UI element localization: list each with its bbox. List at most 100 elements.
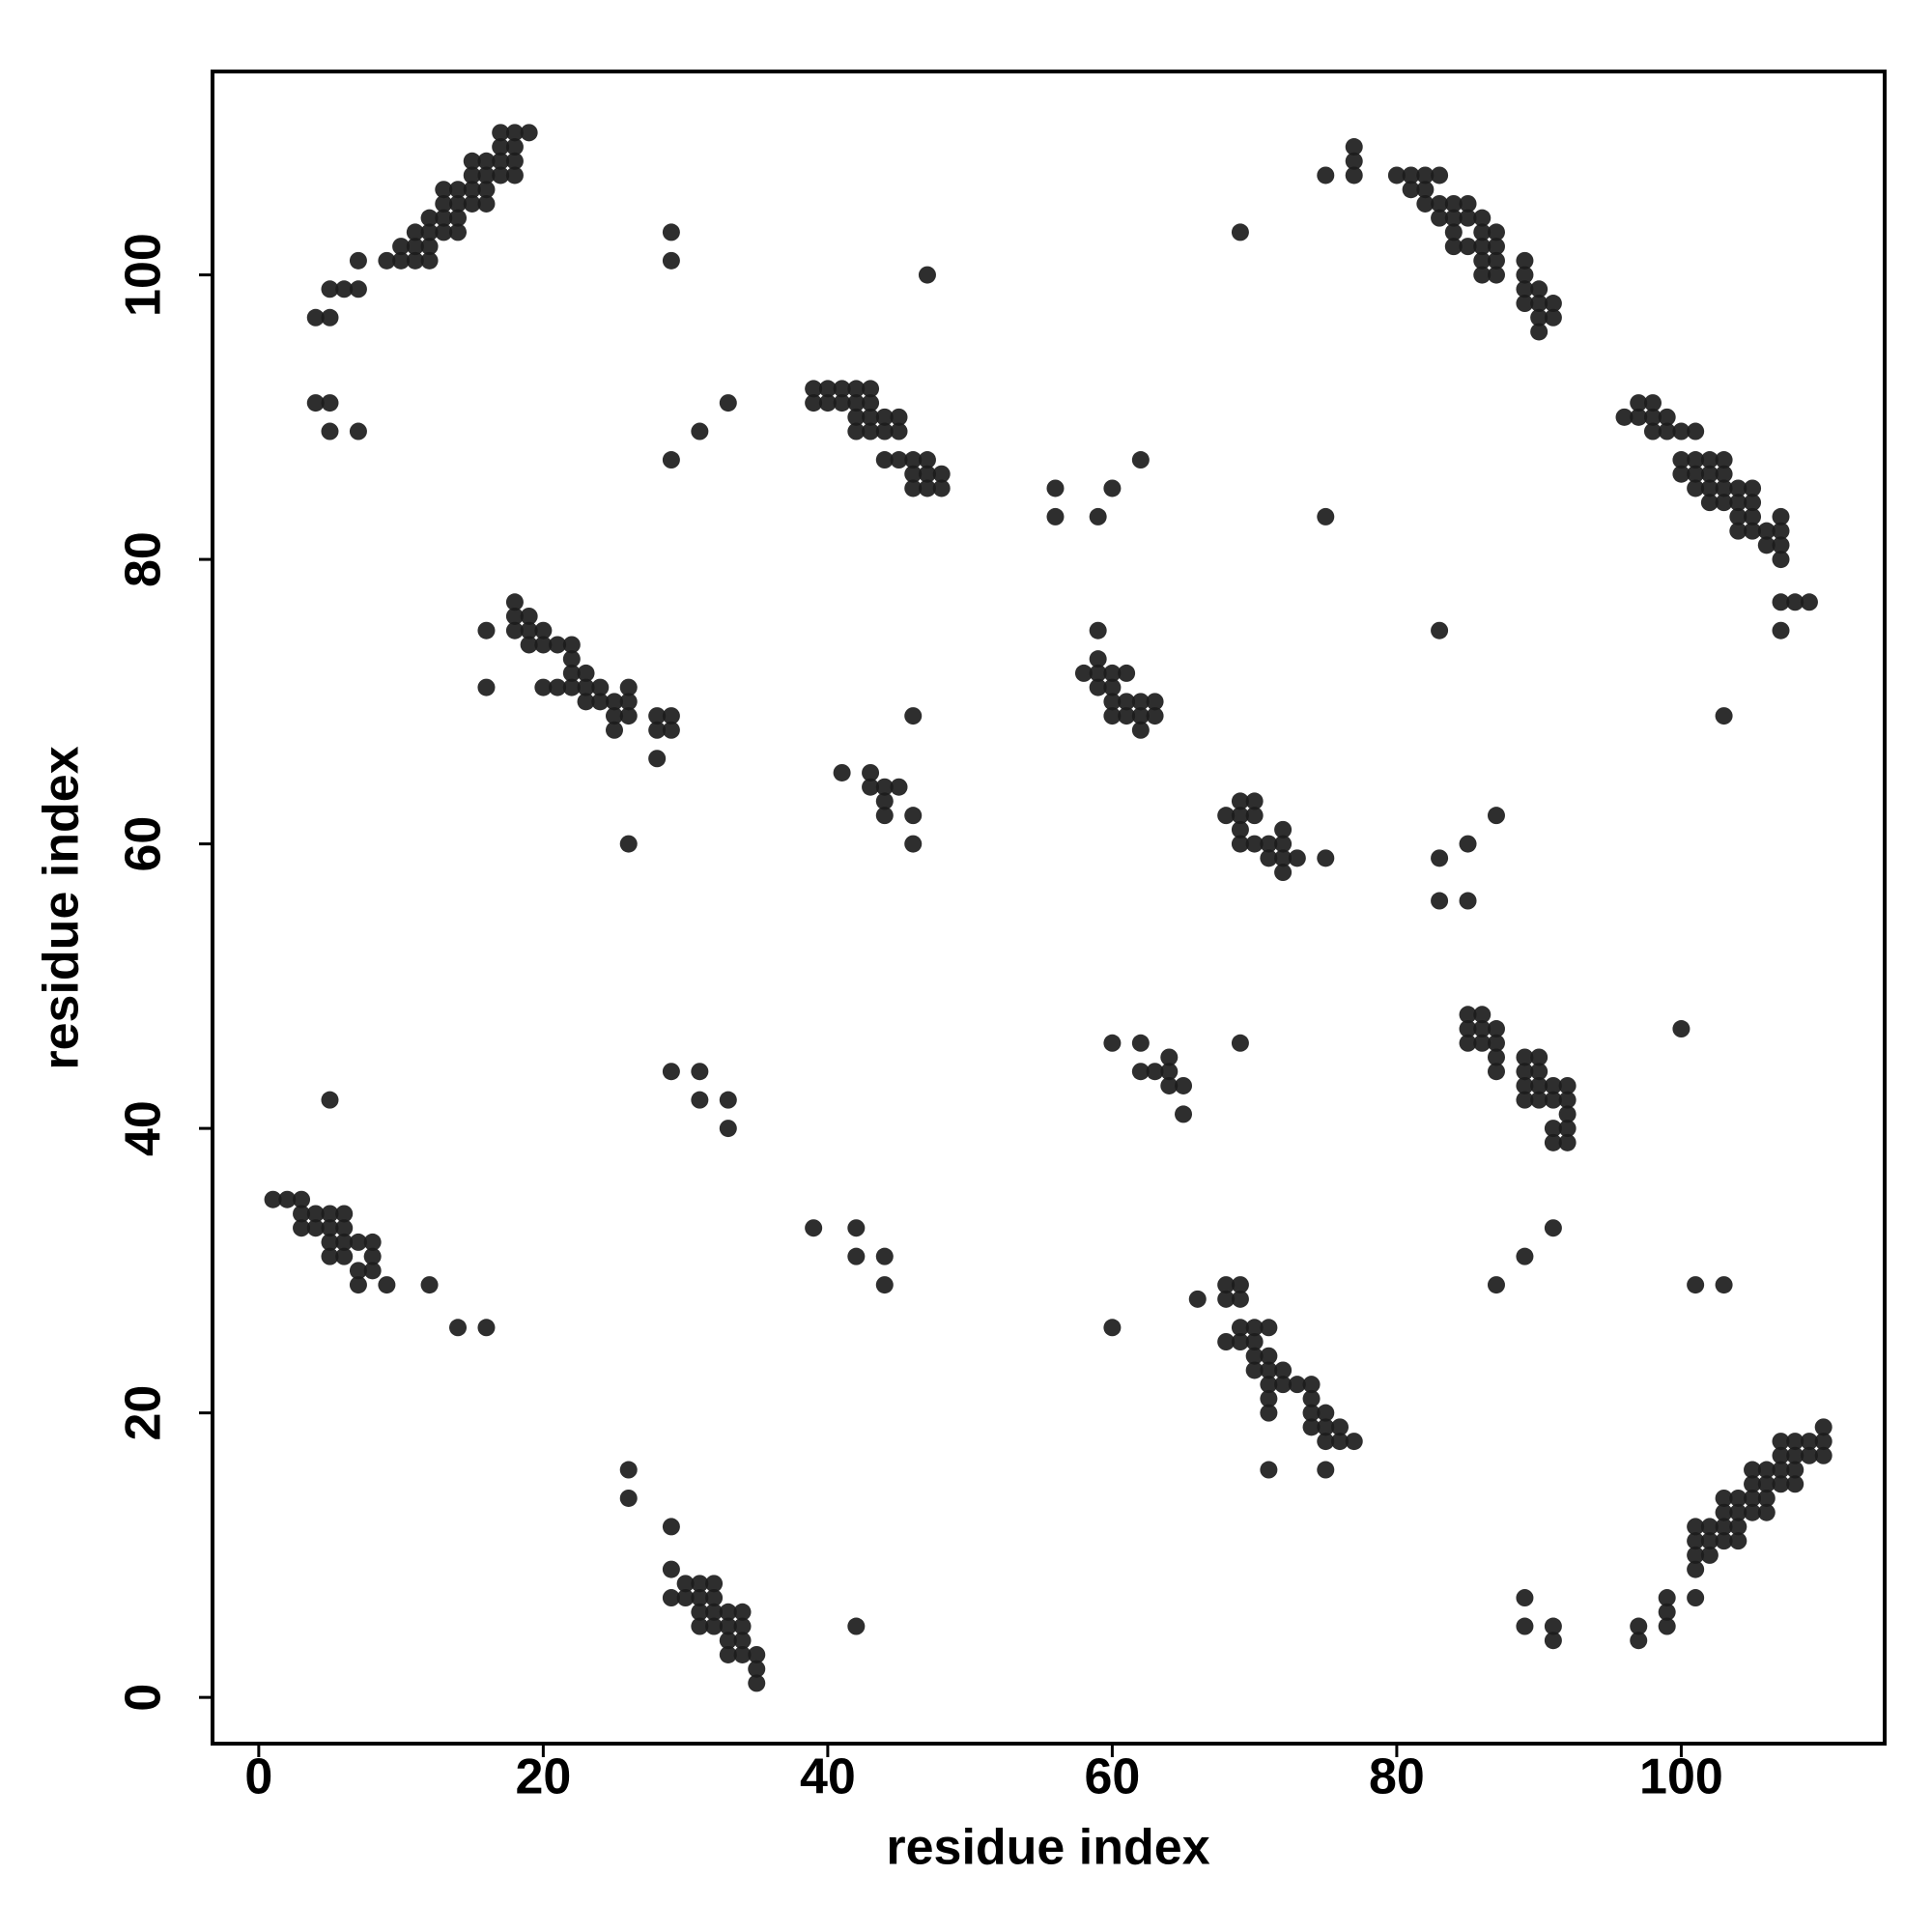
contact-point xyxy=(1757,1461,1776,1479)
contact-point xyxy=(1402,181,1420,199)
y-tick-label: 0 xyxy=(116,1684,172,1712)
y-tick-label: 80 xyxy=(116,531,172,587)
contact-point xyxy=(1431,621,1449,639)
contact-point xyxy=(1544,1076,1562,1094)
contact-point xyxy=(1715,494,1733,512)
contact-point xyxy=(1814,1446,1833,1464)
contact-point xyxy=(520,636,538,654)
contact-point xyxy=(1431,209,1449,227)
contact-point xyxy=(1444,194,1463,213)
contact-point xyxy=(1245,807,1264,825)
contact-point xyxy=(862,380,880,398)
contact-point xyxy=(463,166,481,185)
contact-point xyxy=(1217,1333,1236,1351)
contact-point xyxy=(363,1247,382,1265)
contact-point xyxy=(1487,1048,1505,1066)
contact-point xyxy=(1217,1276,1236,1294)
contact-point xyxy=(293,1190,311,1208)
contact-point xyxy=(534,621,553,639)
contact-point xyxy=(1431,194,1449,213)
contact-point xyxy=(1089,650,1107,668)
contact-point xyxy=(1402,166,1420,185)
contact-point xyxy=(1118,693,1136,711)
contact-point xyxy=(719,1120,737,1138)
contact-point xyxy=(847,408,866,426)
contact-point xyxy=(278,1190,297,1208)
contact-point xyxy=(1744,1503,1762,1521)
contact-point xyxy=(1302,1404,1321,1422)
contact-point xyxy=(1729,1518,1747,1536)
contact-point xyxy=(648,750,667,768)
contact-point xyxy=(1231,1333,1249,1351)
contact-point xyxy=(1146,707,1164,725)
contact-point xyxy=(1131,707,1150,725)
contact-point xyxy=(619,1461,638,1479)
contact-point xyxy=(1103,479,1122,497)
contact-point xyxy=(932,465,951,483)
contact-point xyxy=(463,152,481,170)
y-axis-label: residue index xyxy=(34,746,90,1069)
contact-point xyxy=(862,422,880,440)
contact-point xyxy=(1487,1034,1505,1052)
contact-point xyxy=(1459,1006,1477,1024)
contact-point xyxy=(1544,1133,1562,1151)
contact-point xyxy=(1772,536,1790,554)
contact-point xyxy=(1473,238,1492,256)
contact-point xyxy=(1302,1389,1321,1407)
contact-point xyxy=(1131,1063,1150,1081)
contact-point xyxy=(1217,807,1236,825)
contact-point xyxy=(1687,1518,1705,1536)
contact-point xyxy=(1658,1603,1676,1621)
contact-point xyxy=(1118,707,1136,725)
contact-point xyxy=(1231,807,1249,825)
contact-point xyxy=(1744,507,1762,526)
contact-point xyxy=(477,181,496,199)
contact-point xyxy=(748,1645,766,1663)
contact-point xyxy=(1715,451,1733,469)
contact-point xyxy=(748,1674,766,1692)
contact-point xyxy=(1672,465,1690,483)
contact-point xyxy=(1431,892,1449,910)
contact-point xyxy=(805,394,823,412)
contact-point xyxy=(1516,266,1534,284)
contact-point xyxy=(1345,1433,1363,1451)
contact-point xyxy=(1700,451,1719,469)
contact-point xyxy=(1231,223,1249,242)
contact-point xyxy=(833,394,851,412)
contact-point xyxy=(520,621,538,639)
contact-point xyxy=(676,1589,695,1607)
contact-point xyxy=(406,251,424,270)
contact-point xyxy=(477,194,496,213)
contact-point xyxy=(477,166,496,185)
contact-point xyxy=(847,1219,866,1237)
contact-point xyxy=(335,1233,354,1251)
contact-point xyxy=(1715,707,1733,725)
contact-point xyxy=(1317,1404,1335,1422)
contact-point xyxy=(1630,1632,1648,1650)
contact-point xyxy=(1046,507,1065,526)
contact-point xyxy=(1715,1489,1733,1507)
contact-point xyxy=(435,223,453,242)
contact-point xyxy=(1757,536,1776,554)
contact-point xyxy=(505,621,524,639)
contact-point xyxy=(335,1247,354,1265)
contact-point xyxy=(1558,1076,1577,1094)
contact-point xyxy=(1260,1347,1278,1365)
contact-point xyxy=(349,422,367,440)
contact-point xyxy=(492,152,510,170)
contact-point xyxy=(1245,1347,1264,1365)
contact-point xyxy=(1317,849,1335,867)
contact-point xyxy=(1274,849,1293,867)
contact-point xyxy=(477,678,496,696)
contact-point xyxy=(1131,451,1150,469)
contact-point xyxy=(1274,864,1293,882)
contact-point xyxy=(420,238,439,256)
x-tick-label: 100 xyxy=(1639,1749,1723,1805)
contact-point xyxy=(691,422,709,440)
contact-point xyxy=(477,621,496,639)
contact-point xyxy=(904,807,923,825)
contact-point xyxy=(1245,835,1264,853)
contact-point xyxy=(577,693,595,711)
contact-point xyxy=(1772,621,1790,639)
contact-point xyxy=(1715,1518,1733,1536)
